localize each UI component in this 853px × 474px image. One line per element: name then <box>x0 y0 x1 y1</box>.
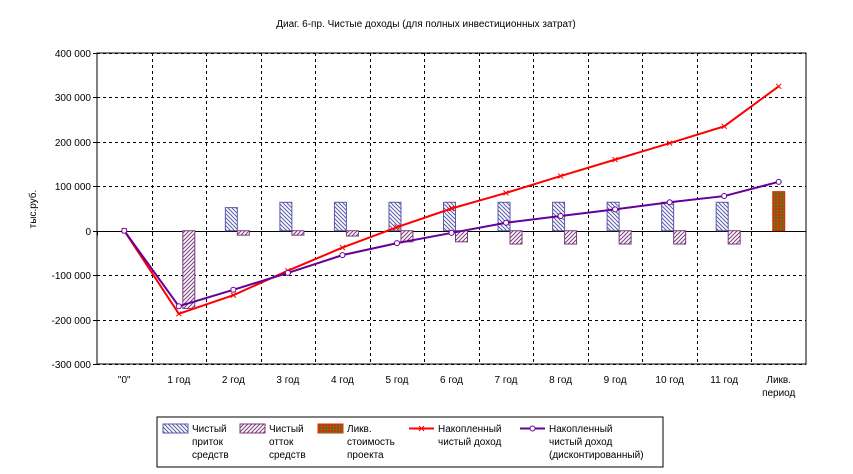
legend-swatch <box>239 423 266 434</box>
bar-purple-hatch <box>291 230 305 236</box>
legend-marker <box>529 425 536 432</box>
point-marker <box>121 227 128 234</box>
bar-blue-hatch <box>715 201 729 232</box>
chart-title: Диаг. 6-пр. Чистые доходы (для полных ин… <box>276 19 576 30</box>
legend: Чистый приток средств Чистый отток средств Лик… <box>156 416 664 468</box>
bar-blue-hatch <box>333 201 347 232</box>
bar-purple-hatch <box>345 230 359 237</box>
bar-purple-hatch <box>673 230 687 245</box>
bar-purple-hatch <box>509 230 523 245</box>
x-tick-label: 2 год <box>222 375 245 386</box>
x-tick-label: 11 год <box>710 375 738 386</box>
legend-swatch <box>317 423 344 434</box>
point-marker <box>339 252 346 259</box>
x-tick-label: 8 год <box>549 375 572 386</box>
bar-purple-hatch <box>618 230 632 245</box>
y-tick-label: 0 <box>85 227 91 238</box>
point-marker <box>775 83 782 90</box>
bar-blue-hatch <box>661 201 675 232</box>
y-tick-label: -200 000 <box>52 316 92 327</box>
point-marker <box>448 229 455 236</box>
bar-blue-hatch <box>279 201 293 232</box>
x-tick-label: 6 год <box>440 375 463 386</box>
y-tick-label: 200 000 <box>55 138 92 149</box>
x-tick-label: "0" <box>118 375 131 386</box>
bar-blue-hatch <box>497 201 511 232</box>
point-marker <box>721 193 728 200</box>
point-marker <box>557 173 564 179</box>
x-tick-label: 3 год <box>276 375 299 386</box>
y-tick-label: 400 000 <box>55 49 92 60</box>
bar-blue-hatch <box>388 201 402 232</box>
bar-purple-hatch <box>564 230 578 245</box>
point-marker <box>448 205 455 212</box>
y-axis-label: тыс.руб. <box>27 190 39 229</box>
bar-blue-hatch <box>606 201 620 232</box>
legend-label: Чистый отток средств <box>269 424 306 461</box>
legend-label: Накопленный чистый доход <box>438 424 501 448</box>
point-marker <box>230 286 237 293</box>
point-marker <box>230 292 237 298</box>
bar-purple-hatch <box>236 230 250 236</box>
legend-label: Ликв. стоимость проекта <box>347 424 395 461</box>
point-marker <box>175 310 182 317</box>
x-tick-label: 7 год <box>495 375 518 386</box>
x-tick-label: 4 год <box>331 375 354 386</box>
point-marker <box>721 123 728 130</box>
x-tick-label: 10 год <box>655 375 684 386</box>
bar-brick <box>772 191 786 232</box>
point-marker <box>284 269 291 276</box>
plot-area: 400 000 300 000 200 000 100 000 0 -100 000 -20… <box>52 49 807 399</box>
legend-label: Накопленный чистый доход (дисконтированный… <box>549 424 644 461</box>
point-marker <box>503 219 510 226</box>
x-tick-label: 9 год <box>604 375 627 386</box>
y-tick-label: 100 000 <box>55 182 92 193</box>
x-tick-label: 1 год <box>167 375 190 386</box>
y-tick-label: -300 000 <box>52 360 92 371</box>
point-marker <box>557 213 564 220</box>
bar-purple-hatch <box>727 230 741 245</box>
bar-purple-hatch <box>182 230 196 309</box>
point-marker <box>666 140 673 147</box>
point-marker <box>775 178 782 185</box>
y-tick-label: 300 000 <box>55 93 92 104</box>
x-tick-label: Ликв. период <box>762 375 795 399</box>
point-marker <box>612 206 619 213</box>
point-marker <box>393 240 400 247</box>
point-marker <box>503 190 509 196</box>
point-marker <box>612 156 618 163</box>
legend-swatch <box>162 423 189 434</box>
point-marker <box>175 303 182 310</box>
point-marker <box>339 244 346 251</box>
legend-label: Чистый приток средств <box>192 424 229 461</box>
point-marker <box>394 224 400 231</box>
x-tick-label: 5 год <box>385 375 408 386</box>
legend-marker <box>418 425 425 432</box>
y-tick-label: -100 000 <box>52 271 92 282</box>
bar-blue-hatch <box>224 207 238 232</box>
point-marker <box>666 199 673 206</box>
